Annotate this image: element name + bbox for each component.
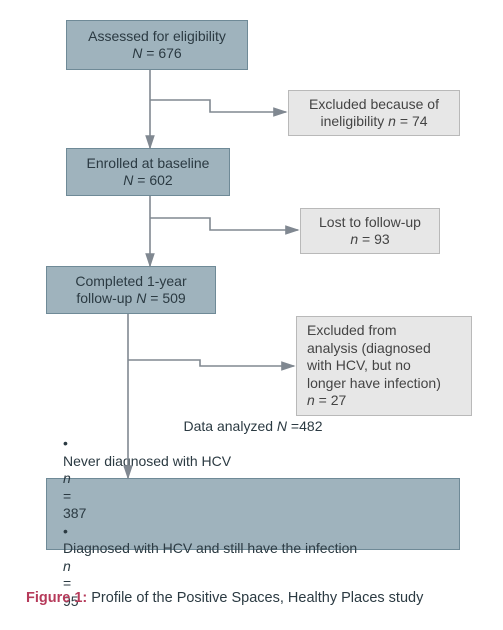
flow-arrows: [0, 0, 503, 630]
caption-label: Figure 1:: [26, 590, 87, 606]
figure-caption: Figure 1: Profile of the Positive Spaces…: [26, 590, 423, 606]
caption-text: Profile of the Positive Spaces, Healthy …: [87, 590, 423, 606]
